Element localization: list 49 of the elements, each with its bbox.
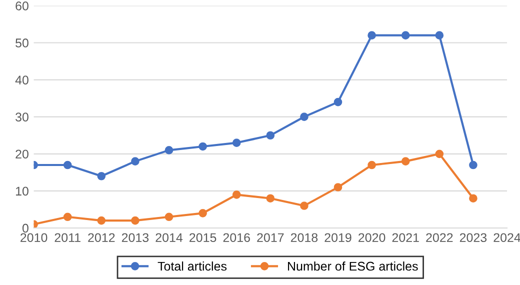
y-tick-label: 20: [16, 150, 28, 159]
point: [164, 146, 174, 154]
point: [63, 212, 72, 222]
x-tick-label: 2013: [122, 233, 149, 242]
point: [97, 216, 106, 225]
point: [63, 160, 72, 170]
legend-label: Total articles: [158, 261, 227, 271]
legend-label: Number of ESG articles: [288, 261, 418, 271]
y-tick-label: 0: [22, 224, 28, 233]
x-tick-label: 2010: [20, 233, 48, 242]
y-tick-label: 40: [15, 76, 28, 84]
point: [368, 31, 376, 40]
point: [401, 157, 410, 166]
point: [368, 160, 376, 170]
point: [300, 112, 308, 122]
point: [266, 131, 275, 140]
point: [435, 31, 444, 40]
point: [164, 212, 174, 222]
point: [435, 150, 444, 158]
point: [131, 216, 140, 225]
point: [469, 160, 478, 170]
x-tick-label: 2015: [190, 233, 216, 242]
point: [198, 209, 207, 218]
x-tick-label: 2021: [392, 233, 419, 242]
point: [131, 157, 140, 166]
point: [334, 183, 342, 192]
x-tick-label: 2012: [88, 233, 115, 242]
x-tick-label: 2014: [156, 233, 183, 242]
point: [198, 142, 207, 151]
point: [334, 98, 342, 106]
x-tick-label: 2020: [358, 233, 386, 242]
point: [232, 138, 241, 147]
point: [469, 194, 478, 203]
y-tick-label: 60: [16, 2, 28, 10]
x-tick-label: 2011: [54, 233, 80, 242]
x-tick-label: 2016: [223, 233, 250, 242]
point: [300, 202, 308, 210]
point: [232, 190, 241, 199]
point: [266, 194, 275, 203]
x-tick-label: 2018: [290, 233, 318, 242]
x-tick-label: 2023: [460, 233, 487, 242]
x-tick-label: 2022: [426, 233, 453, 242]
point: [401, 31, 410, 40]
point: [97, 172, 106, 180]
y-tick-label: 30: [16, 112, 28, 122]
y-tick-label: 50: [16, 38, 28, 48]
y-tick-label: 10: [16, 186, 28, 196]
x-tick-label: 2017: [257, 233, 284, 242]
x-tick-label: 2019: [324, 233, 352, 242]
